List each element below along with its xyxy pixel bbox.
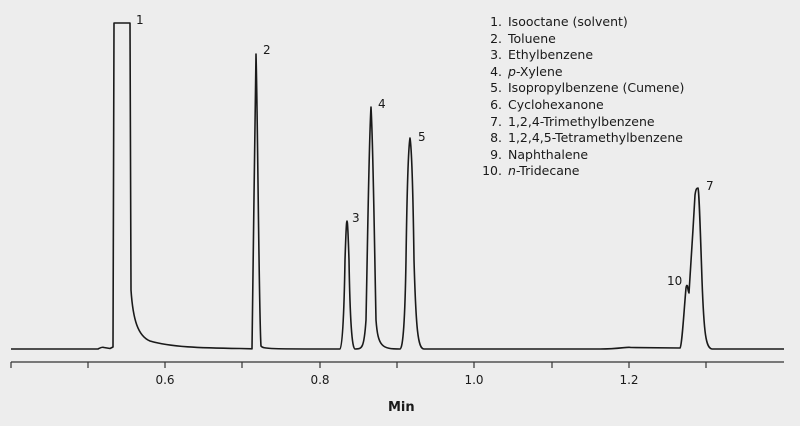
chromatogram-trace (11, 22, 784, 350)
legend-item: 10. n-Tridecane (482, 163, 580, 179)
x-tick-label: 1.2 (619, 373, 639, 387)
legend-item: 3. Ethylbenzene (490, 47, 594, 63)
x-tick-label: 0.6 (155, 373, 175, 387)
legend-item: 2. Toluene (490, 30, 556, 46)
peak-label-7: 7 (706, 179, 714, 193)
legend-item: 6. Cyclohexanone (490, 96, 604, 112)
legend: 1. Isooctane (solvent) 2. Toluene 3. Ethylb… (482, 14, 684, 180)
peak-label-3: 3 (352, 211, 360, 225)
x-axis-label: Min (388, 400, 415, 415)
peak-label-10: 10 (667, 274, 683, 288)
legend-item: 4. p-Xylene (490, 63, 563, 79)
x-axis-ticks (10, 362, 707, 368)
legend-item: 9. Naphthalene (490, 146, 589, 162)
x-tick-label: 1.0 (464, 373, 484, 387)
legend-item: 8. 1,2,4,5-Tetramethylbenzene (490, 130, 683, 146)
legend-item: 5. Isopropylbenzene (Cumene) (490, 80, 685, 96)
peak-label-4: 4 (378, 97, 386, 111)
peak-label-2: 2 (263, 43, 271, 57)
peak-label-1: 1 (136, 13, 144, 27)
x-tick-label: 0.8 (310, 373, 330, 387)
legend-item: 7. 1,2,4-Trimethylbenzene (490, 113, 655, 129)
peak-label-5: 5 (418, 130, 426, 144)
legend-item: 1. Isooctane (solvent) (490, 14, 628, 29)
